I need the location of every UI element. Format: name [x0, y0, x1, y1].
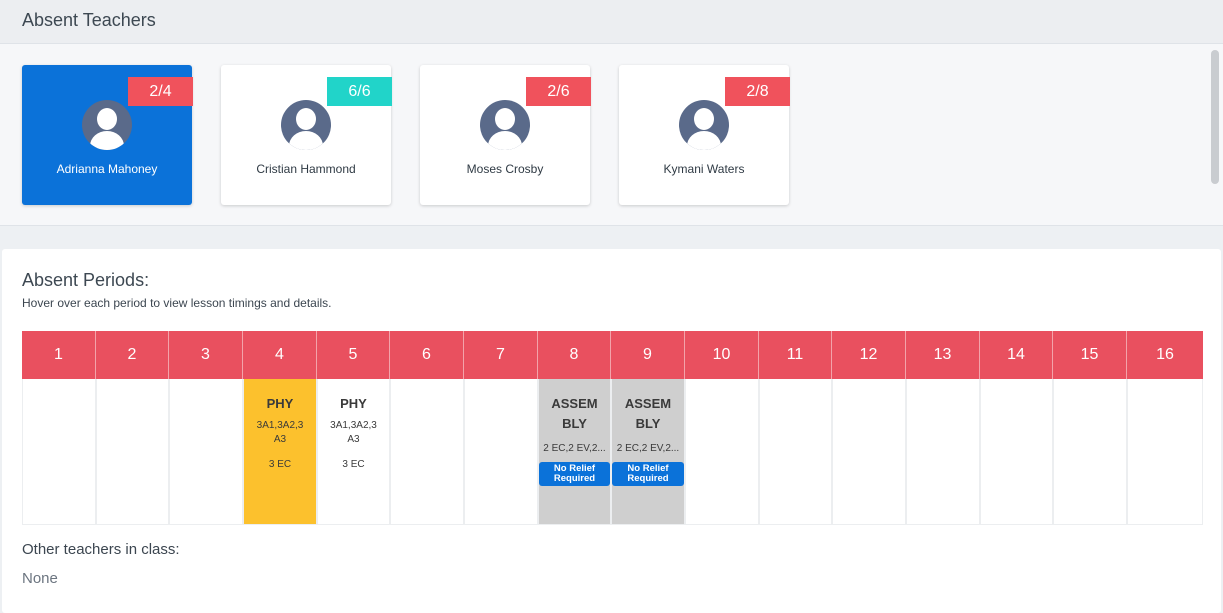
period-header-5: 5 [317, 331, 390, 379]
period-header-14: 14 [980, 331, 1053, 379]
lesson-subject: ASSEM BLY [551, 396, 598, 431]
period-cell-11[interactable] [759, 379, 832, 525]
period-header-2: 2 [96, 331, 169, 379]
period-cell-7[interactable] [464, 379, 538, 525]
other-teachers-value: None [22, 570, 58, 587]
period-header-16: 16 [1127, 331, 1203, 379]
lesson-subject: ASSEM BLY [624, 396, 672, 431]
period-cell-5[interactable]: PHY 3A1,3A2,3 A3 3 EC [317, 379, 390, 525]
absence-count-badge: 2/8 [725, 77, 790, 106]
period-cell-12[interactable] [832, 379, 906, 525]
avatar-icon [281, 100, 331, 150]
teacher-card-moses-crosby[interactable]: 2/6 Moses Crosby [420, 65, 591, 205]
period-cell-3[interactable] [169, 379, 243, 525]
absent-periods-panel: Absent Periods: Hover over each period t… [2, 249, 1221, 613]
period-cell-13[interactable] [906, 379, 980, 525]
absence-count-badge: 2/6 [526, 77, 591, 106]
period-header-12: 12 [832, 331, 906, 379]
lesson-venue: 2 EC,2 EV,2... [616, 443, 680, 454]
lesson-venue: 2 EC,2 EV,2... [543, 443, 606, 454]
lesson-classes: 3A1,3A2,3 A3 [330, 420, 377, 445]
period-cell-10[interactable] [685, 379, 759, 525]
period-header-11: 11 [759, 331, 832, 379]
absence-count-badge: 2/4 [128, 77, 193, 106]
period-cell-16[interactable] [1127, 379, 1203, 525]
periods-title: Absent Periods: [22, 270, 150, 290]
absent-teachers-panel: Absent Teachers 2/4 Adrianna Mahoney 6/6… [0, 0, 1223, 226]
teacher-name: Cristian Hammond [256, 162, 356, 176]
teacher-card-adrianna-mahoney[interactable]: 2/4 Adrianna Mahoney [22, 65, 193, 205]
vertical-scrollbar[interactable] [1211, 50, 1219, 184]
period-header-1: 1 [22, 331, 96, 379]
teacher-card-kymani-waters[interactable]: 2/8 Kymani Waters [619, 65, 790, 205]
period-header-15: 15 [1053, 331, 1127, 379]
period-cell-2[interactable] [96, 379, 169, 525]
teacher-card-cristian-hammond[interactable]: 6/6 Cristian Hammond [221, 65, 392, 205]
period-cell-9[interactable]: ASSEM BLY 2 EC,2 EV,2... No Relief Requi… [611, 379, 685, 525]
periods-subtitle: Hover over each period to view lesson ti… [22, 296, 332, 310]
absence-count-badge: 6/6 [327, 77, 392, 106]
period-header-7: 7 [464, 331, 538, 379]
lesson-subject: PHY [266, 396, 294, 411]
other-teachers-title: Other teachers in class: [22, 541, 180, 558]
avatar-icon [82, 100, 132, 150]
lesson-subject: PHY [340, 396, 367, 411]
period-cell-1[interactable] [22, 379, 96, 525]
no-relief-required-badge: No Relief Required [539, 462, 610, 486]
period-header-8: 8 [538, 331, 611, 379]
period-cell-6[interactable] [390, 379, 464, 525]
absent-teachers-header: Absent Teachers [0, 0, 1223, 44]
period-cell-15[interactable] [1053, 379, 1127, 525]
period-cell-4[interactable]: PHY 3A1,3A2,3 A3 3 EC [243, 379, 317, 525]
period-header-6: 6 [390, 331, 464, 379]
lesson-classes: 3A1,3A2,3 A3 [256, 420, 304, 445]
period-grid: 1 2 3 4 5 6 7 8 9 10 11 12 13 14 15 16 P… [22, 331, 1203, 525]
period-header-13: 13 [906, 331, 980, 379]
lesson-venue: 3 EC [342, 459, 365, 470]
avatar-icon [679, 100, 729, 150]
period-header-4: 4 [243, 331, 317, 379]
teacher-name: Kymani Waters [663, 162, 745, 176]
lesson-venue: 3 EC [268, 459, 292, 470]
period-header-9: 9 [611, 331, 685, 379]
period-cell-14[interactable] [980, 379, 1053, 525]
no-relief-required-badge: No Relief Required [612, 462, 684, 486]
teacher-name: Adrianna Mahoney [56, 162, 158, 176]
period-header-10: 10 [685, 331, 759, 379]
period-cell-8[interactable]: ASSEM BLY 2 EC,2 EV,2... No Relief Requi… [538, 379, 611, 525]
avatar-icon [480, 100, 530, 150]
period-header-3: 3 [169, 331, 243, 379]
teacher-name: Moses Crosby [466, 162, 544, 176]
page-title: Absent Teachers [22, 10, 156, 30]
